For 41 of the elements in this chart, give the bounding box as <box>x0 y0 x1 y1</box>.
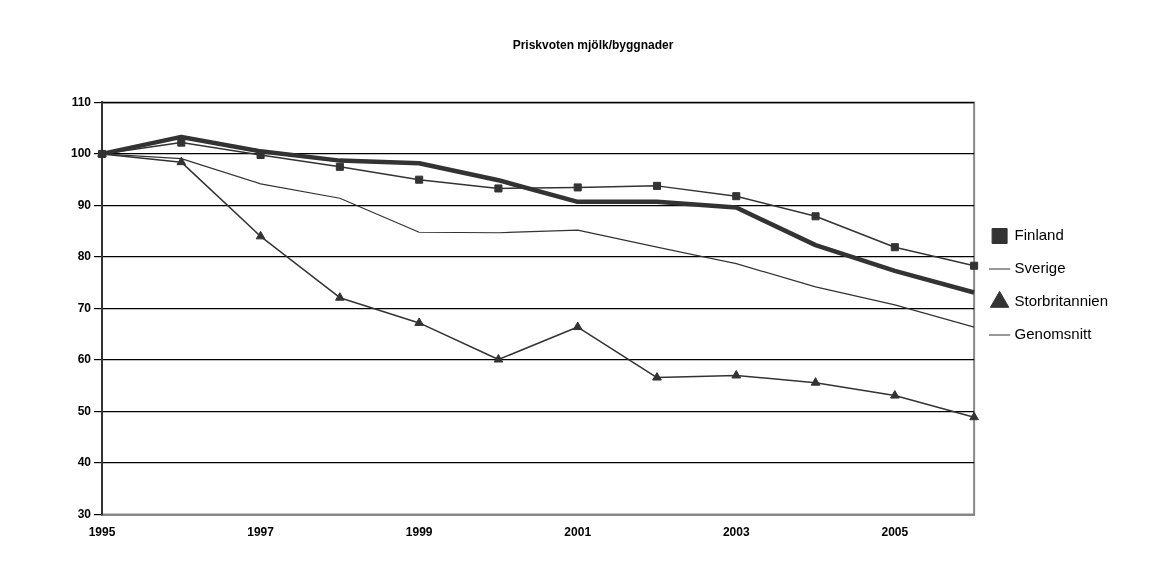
point <box>494 184 503 193</box>
y-tick-label: 110 <box>71 94 92 109</box>
x-tick-label: 1999 <box>405 525 433 540</box>
point <box>335 292 345 301</box>
point <box>970 261 979 270</box>
point <box>890 243 899 252</box>
y-tick-label: 30 <box>77 506 92 521</box>
x-tick-label: 1995 <box>88 525 116 540</box>
x-tick-label: 2001 <box>564 525 592 540</box>
point <box>573 183 582 192</box>
y-tick-label: 100 <box>70 146 92 161</box>
legend-label: Finland <box>1014 226 1064 244</box>
x-tick-label: 2005 <box>881 525 909 540</box>
point <box>335 162 344 171</box>
point <box>493 354 504 363</box>
point <box>176 156 187 166</box>
point <box>572 321 583 331</box>
x-tick-label: 2003 <box>722 525 750 540</box>
point <box>652 372 662 381</box>
y-tick-label: 70 <box>77 300 92 315</box>
y-tick-label: 50 <box>77 403 92 418</box>
point <box>811 212 820 221</box>
point <box>890 390 900 399</box>
point <box>810 377 821 386</box>
point <box>415 175 424 184</box>
legend-label: Genomsnitt <box>1014 325 1093 343</box>
point <box>414 317 424 326</box>
x-tick-label: 1997 <box>247 525 275 540</box>
point <box>652 181 662 190</box>
y-tick-label: 80 <box>77 249 92 264</box>
legend-label: Storbritannien <box>1014 292 1109 310</box>
point <box>969 411 979 421</box>
point <box>255 230 266 240</box>
point <box>177 138 186 147</box>
point <box>731 369 742 379</box>
y-tick-label: 60 <box>77 352 92 367</box>
y-tick-label: 90 <box>77 197 92 212</box>
point <box>732 192 741 201</box>
legend-label: Sverige <box>1014 259 1066 277</box>
chart-title: Priskvoten mjölk/byggnader <box>512 37 674 52</box>
y-tick-label: 40 <box>77 455 92 470</box>
